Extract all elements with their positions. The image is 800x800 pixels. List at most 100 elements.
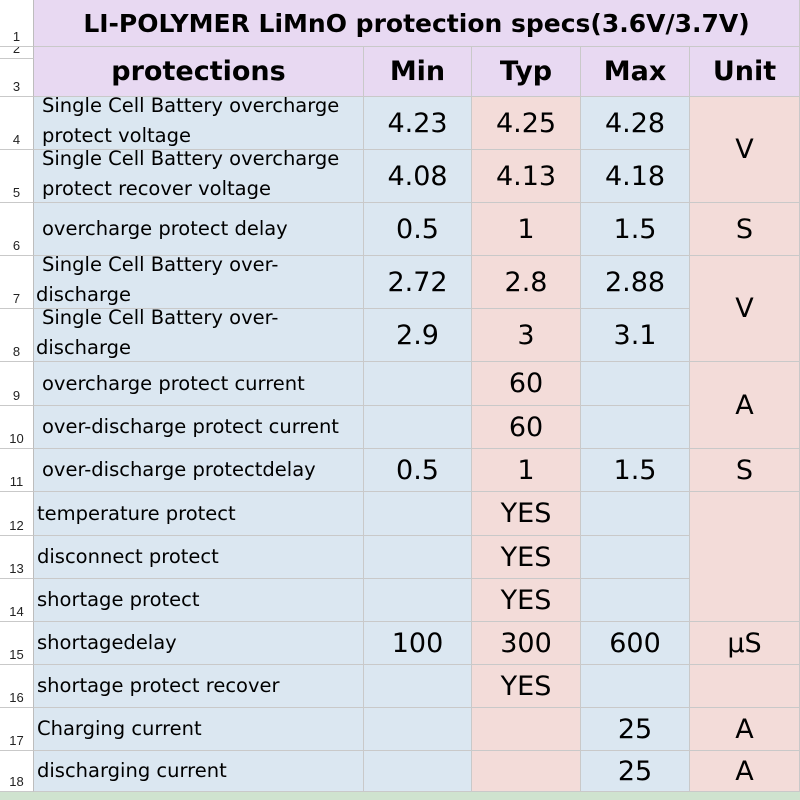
- max-value-cell[interactable]: 3.1: [581, 309, 690, 362]
- row-number[interactable]: 18: [0, 751, 34, 792]
- min-value-cell[interactable]: 4.08: [364, 150, 472, 203]
- protection-label-cell[interactable]: shortage protect recover: [34, 665, 364, 708]
- min-value-cell[interactable]: 4.23: [364, 97, 472, 150]
- row-number[interactable]: 1: [0, 0, 34, 47]
- typ-value-cell[interactable]: 4.13: [472, 150, 581, 203]
- protection-label-cell[interactable]: overcharge protect delay: [34, 203, 364, 256]
- typ-value: YES: [500, 584, 552, 616]
- protection-label-cell[interactable]: Charging current: [34, 708, 364, 751]
- header-min[interactable]: Min: [364, 47, 472, 97]
- row-number[interactable]: 11: [0, 449, 34, 492]
- max-value-cell[interactable]: 600: [581, 622, 690, 665]
- typ-value-cell[interactable]: 4.25: [472, 97, 581, 150]
- max-value-cell[interactable]: 4.18: [581, 150, 690, 203]
- typ-value-cell[interactable]: 60: [472, 362, 581, 406]
- row-number[interactable]: 16: [0, 665, 34, 708]
- max-value-cell[interactable]: [581, 362, 690, 406]
- protection-label-cell[interactable]: disconnect protect: [34, 536, 364, 579]
- row-number-label: 10: [9, 431, 24, 446]
- max-value-cell[interactable]: 25: [581, 751, 690, 792]
- row-number[interactable]: 9: [0, 362, 34, 406]
- typ-value-cell[interactable]: 300: [472, 622, 581, 665]
- min-value-cell[interactable]: 0.5: [364, 449, 472, 492]
- typ-value-cell[interactable]: [472, 751, 581, 792]
- max-value-cell[interactable]: [581, 536, 690, 579]
- header-max[interactable]: Max: [581, 47, 690, 97]
- min-value-cell[interactable]: 0.5: [364, 203, 472, 256]
- min-value-cell[interactable]: [364, 751, 472, 792]
- protection-label-cell[interactable]: Single Cell Battery overcharge protect vo…: [34, 97, 364, 150]
- min-value-cell[interactable]: [364, 579, 472, 622]
- unit-cell[interactable]: S: [690, 449, 800, 492]
- protection-label-cell[interactable]: over-discharge protectdelay: [34, 449, 364, 492]
- max-value-cell[interactable]: 1.5: [581, 203, 690, 256]
- min-value-cell[interactable]: 2.9: [364, 309, 472, 362]
- row-number[interactable]: 10: [0, 406, 34, 449]
- min-value-cell[interactable]: [364, 536, 472, 579]
- protection-label-cell[interactable]: discharging current: [34, 751, 364, 792]
- unit-cell[interactable]: [690, 492, 800, 622]
- protection-label-cell[interactable]: over-discharge protect current: [34, 406, 364, 449]
- header-unit[interactable]: Unit: [690, 47, 800, 97]
- header-typ[interactable]: Typ: [472, 47, 581, 97]
- unit-cell[interactable]: µS: [690, 622, 800, 665]
- typ-value-cell[interactable]: YES: [472, 536, 581, 579]
- unit-cell[interactable]: A: [690, 362, 800, 449]
- min-value-cell[interactable]: [364, 492, 472, 536]
- min-value-cell[interactable]: [364, 665, 472, 708]
- typ-value-cell[interactable]: 60: [472, 406, 581, 449]
- max-value-cell[interactable]: [581, 579, 690, 622]
- row-number-label: 5: [12, 185, 21, 200]
- row-number[interactable]: 4: [0, 97, 34, 150]
- typ-value-cell[interactable]: [472, 708, 581, 751]
- unit-cell[interactable]: [690, 665, 800, 708]
- unit-cell[interactable]: A: [690, 751, 800, 792]
- unit-cell[interactable]: V: [690, 256, 800, 362]
- row-number[interactable]: 5: [0, 150, 34, 203]
- min-value-cell[interactable]: [364, 362, 472, 406]
- typ-value-cell[interactable]: YES: [472, 665, 581, 708]
- unit-cell[interactable]: S: [690, 203, 800, 256]
- max-value-cell[interactable]: 4.28: [581, 97, 690, 150]
- typ-value-cell[interactable]: 3: [472, 309, 581, 362]
- protection-label-cell[interactable]: overcharge protect current: [34, 362, 364, 406]
- row-number[interactable]: 12: [0, 492, 34, 536]
- min-value-cell[interactable]: [364, 406, 472, 449]
- typ-value-cell[interactable]: 1: [472, 203, 581, 256]
- row-number-label: 9: [12, 388, 21, 403]
- row-number[interactable]: 8: [0, 309, 34, 362]
- row-number[interactable]: 7: [0, 256, 34, 309]
- protection-label-cell[interactable]: Single Cell Battery over-discharge: [34, 256, 364, 309]
- typ-value-cell[interactable]: YES: [472, 579, 581, 622]
- unit-cell[interactable]: V: [690, 97, 800, 203]
- sheet-title-cell[interactable]: LI-POLYMER LiMnO protection specs(3.6V/3…: [34, 0, 800, 47]
- max-value-cell[interactable]: 1.5: [581, 449, 690, 492]
- row-number[interactable]: 6: [0, 203, 34, 256]
- protection-label-cell[interactable]: Single Cell Battery overcharge protect re…: [34, 150, 364, 203]
- max-value-cell[interactable]: 2.88: [581, 256, 690, 309]
- row-number[interactable]: 3: [0, 59, 34, 97]
- unit-cell[interactable]: A: [690, 708, 800, 751]
- row-number[interactable]: 15: [0, 622, 34, 665]
- typ-value-cell[interactable]: 1: [472, 449, 581, 492]
- row-number[interactable]: 17: [0, 708, 34, 751]
- max-value-cell[interactable]: [581, 492, 690, 536]
- min-value-cell[interactable]: [364, 708, 472, 751]
- header-protection[interactable]: protections: [34, 47, 364, 97]
- typ-value-cell[interactable]: YES: [472, 492, 581, 536]
- protection-label-cell[interactable]: shortage protect: [34, 579, 364, 622]
- protection-label-cell[interactable]: shortagedelay: [34, 622, 364, 665]
- row-number[interactable]: 14: [0, 579, 34, 622]
- min-value-cell[interactable]: 100: [364, 622, 472, 665]
- protection-label-cell[interactable]: Single Cell Battery over-discharge: [34, 309, 364, 362]
- max-value-cell[interactable]: 25: [581, 708, 690, 751]
- typ-value-cell[interactable]: 2.8: [472, 256, 581, 309]
- row-number[interactable]: 2: [0, 47, 34, 59]
- max-value-cell[interactable]: [581, 665, 690, 708]
- min-value-cell[interactable]: 2.72: [364, 256, 472, 309]
- max-value-cell[interactable]: [581, 406, 690, 449]
- header-min-label: Min: [389, 56, 446, 87]
- row-number[interactable]: 13: [0, 536, 34, 579]
- protection-label-cell[interactable]: temperature protect: [34, 492, 364, 536]
